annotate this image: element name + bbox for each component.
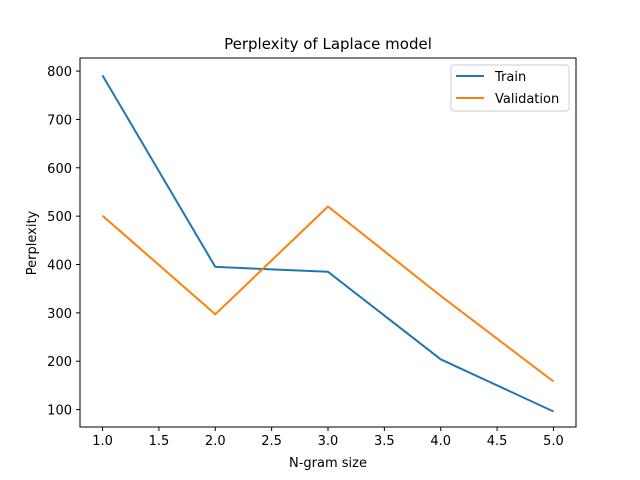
x-tick-label: 1.0 (92, 434, 113, 449)
legend: Train Validation (450, 64, 570, 112)
chart-title: Perplexity of Laplace model (224, 35, 432, 53)
plot-area (101, 74, 555, 413)
x-axis: 1.0 1.5 2.0 2.5 3.0 3.5 4.0 4.5 5.0 (92, 427, 564, 449)
x-tick-label: 3.0 (318, 434, 339, 449)
x-axis-label: N-gram size (289, 456, 367, 471)
y-tick-label: 300 (47, 307, 72, 322)
series-line-train (101, 74, 554, 413)
x-tick-label: 4.0 (430, 434, 451, 449)
y-tick-label: 400 (47, 259, 72, 274)
y-tick-label: 100 (47, 404, 72, 419)
x-tick-label: 2.5 (261, 434, 282, 449)
x-tick-label: 3.5 (374, 434, 395, 449)
y-tick-label: 500 (47, 210, 72, 225)
legend-label-validation: Validation (495, 92, 559, 107)
y-tick-label: 800 (47, 65, 72, 80)
x-tick-label: 1.5 (149, 434, 170, 449)
legend-label-train: Train (494, 70, 526, 85)
y-tick-label: 600 (47, 162, 72, 177)
y-axis-label: Perplexity (25, 210, 40, 275)
x-tick-label: 2.0 (205, 434, 226, 449)
y-axis: 100 200 300 400 500 600 700 800 (47, 65, 80, 419)
y-tick-label: 200 (47, 355, 72, 370)
x-tick-label: 4.5 (487, 434, 508, 449)
y-tick-label: 700 (47, 113, 72, 128)
x-tick-label: 5.0 (543, 434, 564, 449)
series-line-validation (101, 205, 555, 383)
